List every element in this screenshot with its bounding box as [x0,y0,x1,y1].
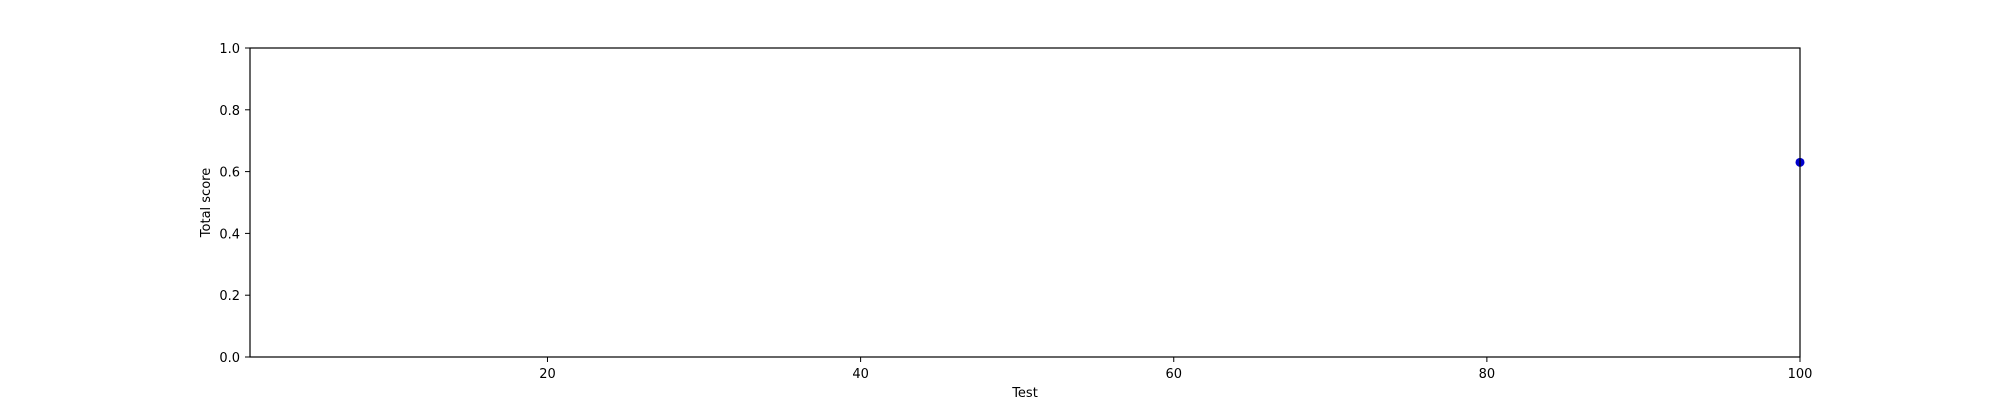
x-tick-label: 40 [852,367,869,382]
y-tick-label: 0.6 [219,166,240,181]
y-tick-label: 0.8 [219,104,240,119]
x-axis-ticks: 20 40 60 80 100 [539,357,1812,382]
y-tick-label: 0.4 [219,227,240,242]
x-tick-label: 100 [1788,367,1813,382]
x-tick-label: 80 [1479,367,1496,382]
y-tick-label: 1.0 [219,42,240,57]
y-axis-ticks: 0.0 0.2 0.4 0.6 0.8 1.0 [219,42,250,366]
x-tick-label: 60 [1165,367,1182,382]
y-tick-label: 0.2 [219,289,240,304]
y-axis-label: Total score [199,168,214,238]
y-tick-label: 0.0 [219,351,240,366]
x-axis-label: Test [1011,386,1038,400]
x-tick-label: 20 [539,367,556,382]
plot-area-frame [249,47,1801,358]
